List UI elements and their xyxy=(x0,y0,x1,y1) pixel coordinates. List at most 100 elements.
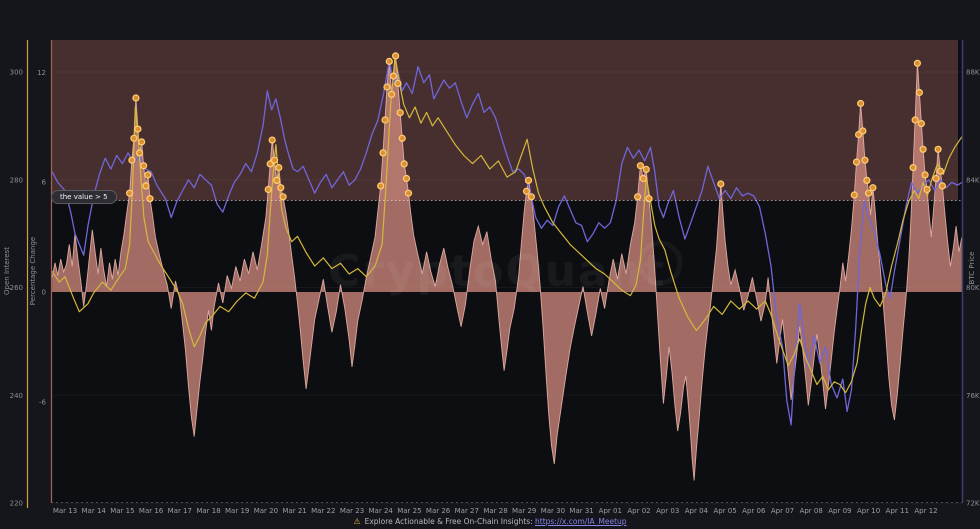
alert-marker-icon[interactable] xyxy=(639,174,647,183)
alert-marker-icon[interactable] xyxy=(138,138,146,146)
alert-marker-icon[interactable] xyxy=(398,134,406,142)
alert-marker-icon[interactable] xyxy=(938,182,947,190)
x-tick-label: Apr 07 xyxy=(771,507,794,515)
alert-marker-icon[interactable] xyxy=(859,127,867,135)
alert-marker-icon[interactable] xyxy=(379,149,387,157)
alert-marker-icon[interactable] xyxy=(856,99,865,108)
x-tick-label: Mar 21 xyxy=(282,507,306,515)
alert-marker-icon[interactable] xyxy=(264,185,272,194)
alert-marker-icon[interactable] xyxy=(132,94,140,102)
x-tick-label: Apr 09 xyxy=(828,507,851,515)
alert-marker-icon[interactable] xyxy=(388,90,396,99)
alert-marker-icon[interactable] xyxy=(134,125,142,133)
warning-icon: ⚠ xyxy=(353,517,361,526)
footer-link[interactable]: https://x.com/IA_Meetup xyxy=(535,517,627,526)
open-interest-tick-label: 240 xyxy=(10,392,23,400)
alert-marker-icon[interactable] xyxy=(392,52,400,60)
alert-marker-icon[interactable] xyxy=(144,171,152,179)
alert-marker-icon[interactable] xyxy=(919,145,927,153)
alert-marker-icon[interactable] xyxy=(130,134,138,142)
alert-marker-icon[interactable] xyxy=(402,174,411,183)
x-tick-label: Mar 20 xyxy=(254,507,278,515)
alert-marker-icon[interactable] xyxy=(863,176,871,184)
x-tick-label: Apr 12 xyxy=(914,507,937,515)
alert-marker-icon[interactable] xyxy=(279,193,287,201)
alert-marker-icon[interactable] xyxy=(913,59,922,67)
alert-marker-icon[interactable] xyxy=(934,145,942,153)
alert-marker-icon[interactable] xyxy=(869,184,877,192)
percentage-tick-label: -6 xyxy=(39,398,47,406)
alert-marker-icon[interactable] xyxy=(383,83,391,91)
watermark-text: CryptoQuant xyxy=(328,246,666,297)
x-tick-label: Apr 02 xyxy=(627,507,650,515)
alert-marker-icon[interactable] xyxy=(270,156,279,164)
x-tick-label: Mar 22 xyxy=(311,507,335,515)
alert-threshold-badge: the value > 5 xyxy=(51,190,117,204)
x-tick-label: Mar 25 xyxy=(397,507,421,515)
alert-marker-icon[interactable] xyxy=(268,136,276,144)
open-interest-tick-label: 280 xyxy=(10,176,23,184)
alert-marker-icon[interactable] xyxy=(142,182,150,190)
price-tick-label: 84K xyxy=(966,176,980,184)
alert-marker-icon[interactable] xyxy=(381,116,389,124)
alert-marker-icon[interactable] xyxy=(385,57,393,66)
alert-marker-icon[interactable] xyxy=(128,156,136,164)
open-interest-line xyxy=(51,55,962,394)
alert-marker-icon[interactable] xyxy=(915,88,924,97)
x-tick-label: Mar 17 xyxy=(168,507,192,515)
alert-marker-icon[interactable] xyxy=(636,162,645,170)
price-axis-title: BTC Price xyxy=(968,252,976,285)
alert-marker-icon[interactable] xyxy=(932,174,940,183)
footer-text: Explore Actionable & Free On-Chain Insig… xyxy=(364,517,533,526)
alert-marker-icon[interactable] xyxy=(921,171,929,179)
plot-background xyxy=(51,40,962,503)
x-tick-label: Mar 28 xyxy=(483,507,507,515)
alert-marker-icon[interactable] xyxy=(909,164,917,172)
alert-marker-icon[interactable] xyxy=(404,189,413,197)
x-tick-label: Mar 13 xyxy=(53,507,77,515)
alert-marker-icon[interactable] xyxy=(864,189,873,197)
x-tick-label: Apr 11 xyxy=(886,507,909,515)
alert-marker-icon[interactable] xyxy=(136,149,144,157)
alert-marker-icon[interactable] xyxy=(273,176,281,184)
alert-marker-icon[interactable] xyxy=(527,193,536,201)
x-tick-label: Mar 23 xyxy=(340,507,364,515)
open-interest-tick-label: 300 xyxy=(10,69,23,77)
percentage-tick-label: 0 xyxy=(42,289,46,297)
alert-marker-icon[interactable] xyxy=(936,167,945,175)
alert-marker-icon[interactable] xyxy=(522,187,531,195)
alert-marker-icon[interactable] xyxy=(140,162,148,170)
alert-marker-icon[interactable] xyxy=(390,72,398,80)
x-tick-label: Mar 19 xyxy=(225,507,249,515)
alert-marker-icon[interactable] xyxy=(923,185,931,194)
x-tick-label: Apr 01 xyxy=(599,507,622,515)
alert-marker-icon[interactable] xyxy=(917,119,926,128)
alert-marker-icon[interactable] xyxy=(717,180,725,188)
alert-marker-icon[interactable] xyxy=(394,79,402,88)
alert-marker-icon[interactable] xyxy=(275,164,283,172)
alert-marker-icon[interactable] xyxy=(377,182,385,190)
x-tick-label: Mar 24 xyxy=(369,507,394,515)
alert-marker-icon[interactable] xyxy=(852,158,861,166)
alert-marker-icon[interactable] xyxy=(524,176,533,184)
alert-marker-icon[interactable] xyxy=(277,184,285,192)
alert-marker-icon[interactable] xyxy=(400,160,408,168)
alert-marker-icon[interactable] xyxy=(861,156,869,164)
alert-marker-icon[interactable] xyxy=(850,191,858,199)
alert-marker-icon[interactable] xyxy=(911,116,919,124)
x-tick-label: Mar 29 xyxy=(512,507,536,515)
percentage-tick-label: 12 xyxy=(37,69,46,77)
alert-marker-icon[interactable] xyxy=(126,189,134,197)
x-tick-label: Mar 18 xyxy=(196,507,220,515)
alert-marker-icon[interactable] xyxy=(642,165,650,173)
open-interest-tick-label: 260 xyxy=(10,284,23,292)
alert-marker-icon[interactable] xyxy=(396,109,404,117)
alert-marker-icon[interactable] xyxy=(633,193,642,201)
plot-area[interactable]: CryptoQuant xyxy=(51,52,962,481)
price-tick-label: 76K xyxy=(966,392,980,400)
x-tick-label: Apr 03 xyxy=(656,507,679,515)
price-line xyxy=(51,60,962,426)
price-tick-label: 88K xyxy=(966,69,980,77)
open-interest-axis-title: Open Interest xyxy=(3,247,11,295)
